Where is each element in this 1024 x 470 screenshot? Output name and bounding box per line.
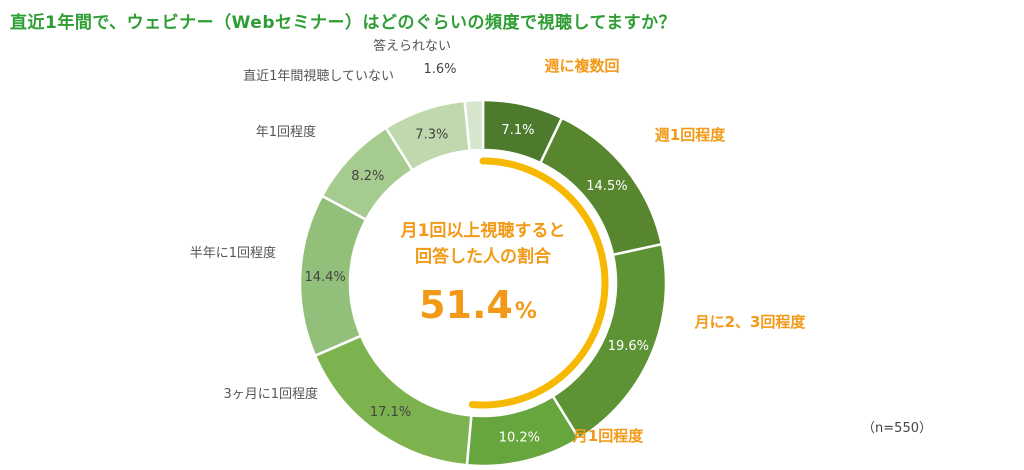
category-label-2: 月に2、3回程度 <box>694 313 807 331</box>
category-label-3: 月1回程度 <box>572 427 644 445</box>
category-label-1: 週1回程度 <box>655 126 726 144</box>
highlight-arc <box>468 157 609 409</box>
value-label-5: 14.4% <box>304 270 345 285</box>
value-label-1: 14.5% <box>586 179 627 194</box>
center-value-unit: % <box>515 299 537 324</box>
center-value-number: 51.4 <box>419 283 513 327</box>
category-label-4: 3ヶ月に1回程度 <box>223 386 318 402</box>
value-label-8: 1.6% <box>423 62 456 77</box>
center-line-2: 回答した人の割合 <box>415 246 552 267</box>
center-value: 51.4% <box>419 283 537 327</box>
value-label-3: 10.2% <box>499 431 540 446</box>
category-label-0: 週に複数回 <box>544 57 619 75</box>
donut-slices <box>298 98 668 468</box>
slice-4 <box>313 334 473 467</box>
value-label-7: 7.3% <box>415 128 448 143</box>
center-line-1: 月1回以上視聴すると <box>400 220 566 241</box>
value-label-0: 7.1% <box>501 123 534 138</box>
slice-8 <box>463 98 485 153</box>
value-label-6: 8.2% <box>351 169 384 184</box>
sample-size-note: （n=550） <box>862 421 932 436</box>
category-label-7: 直近1年間視聴していない <box>243 69 394 84</box>
category-label-5: 半年に1回程度 <box>190 245 276 261</box>
slice-value-labels: 7.1% 14.5% 19.6% 10.2% 17.1% 14.4% 8.2% 7.3% 1.6… <box>304 62 649 446</box>
category-label-6: 年1回程度 <box>256 124 316 140</box>
value-label-4: 17.1% <box>370 405 411 420</box>
value-label-2: 19.6% <box>608 339 649 354</box>
category-label-8: 答えられない <box>373 38 451 54</box>
chart-title: 直近1年間で、ウェビナー（Webセミナー）はどのぐらいの頻度で視聴してますか？ <box>10 13 677 33</box>
